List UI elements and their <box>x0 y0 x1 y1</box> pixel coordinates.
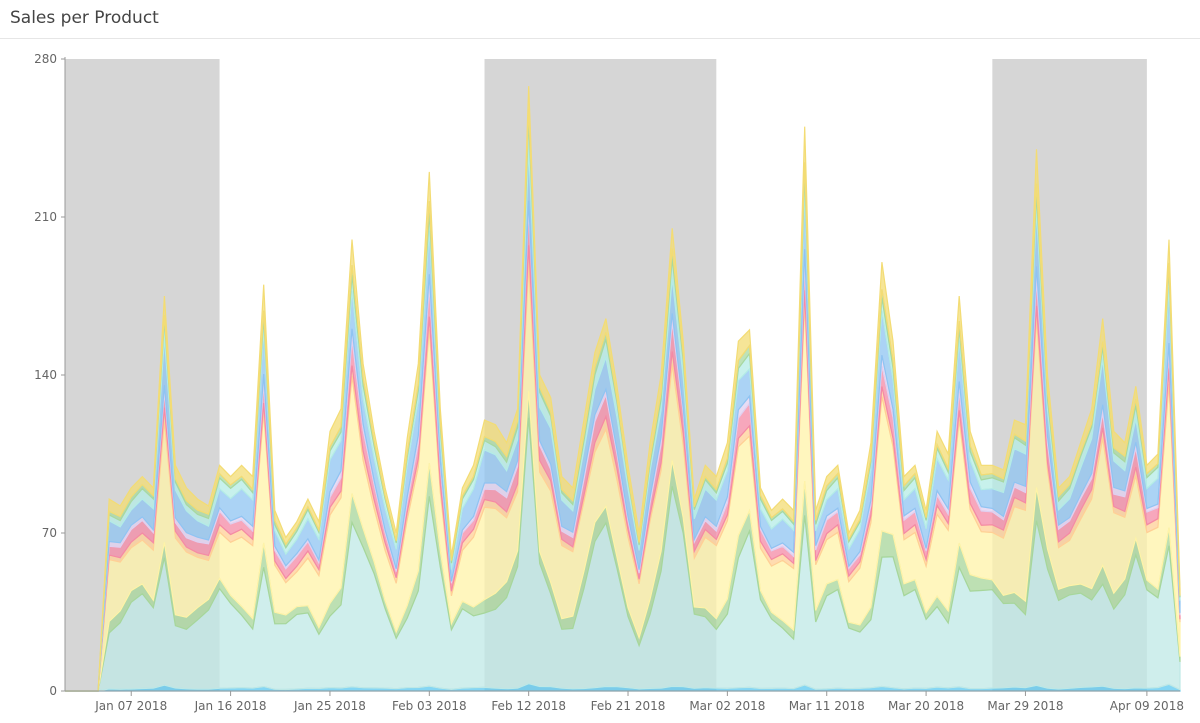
x-tick-label: Jan 16 2018 <box>194 699 267 713</box>
chart-title: Sales per Product <box>10 8 159 28</box>
x-tick-label: Mar 20 2018 <box>888 699 964 713</box>
x-tick-label: Feb 12 2018 <box>491 699 566 713</box>
x-tick-label: Apr 09 2018 <box>1110 699 1184 713</box>
x-tick-label: Mar 29 2018 <box>987 699 1063 713</box>
x-tick-label: Jan 07 2018 <box>94 699 167 713</box>
x-tick-label: Feb 21 2018 <box>591 699 666 713</box>
area-series-group <box>65 86 1181 692</box>
y-tick-label: 0 <box>49 684 57 698</box>
chart-header: Sales per Product <box>0 0 1200 39</box>
x-tick-label: Mar 11 2018 <box>789 699 865 713</box>
axes: 0 70 140 210 280 Jan 07 2018 Jan 16 2018 Jan 25… <box>34 52 1184 713</box>
area-series-11 <box>65 86 1181 692</box>
x-tick-label: Feb 03 2018 <box>392 699 467 713</box>
x-tick-label: Jan 25 2018 <box>293 699 366 713</box>
y-tick-label: 210 <box>34 210 57 224</box>
y-tick-label: 280 <box>34 52 57 66</box>
y-tick-label: 140 <box>34 368 57 382</box>
y-tick-label: 70 <box>42 526 57 540</box>
x-tick-label: Mar 02 2018 <box>689 699 765 713</box>
